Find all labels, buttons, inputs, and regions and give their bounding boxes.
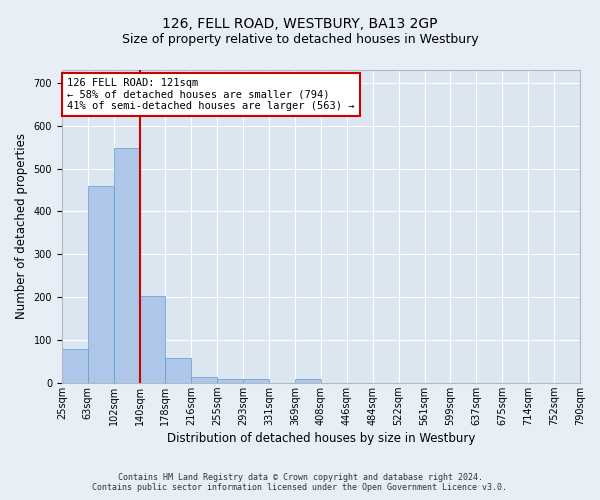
Bar	[62, 350, 88, 383]
Bar	[113, 148, 140, 383]
X-axis label: Distribution of detached houses by size in Westbury: Distribution of detached houses by size …	[167, 432, 475, 445]
Bar	[191, 377, 217, 383]
Text: Contains HM Land Registry data © Crown copyright and database right 2024.
Contai: Contains HM Land Registry data © Crown c…	[92, 473, 508, 492]
Bar	[295, 380, 321, 383]
Text: 126 FELL ROAD: 121sqm
← 58% of detached houses are smaller (794)
41% of semi-det: 126 FELL ROAD: 121sqm ← 58% of detached …	[67, 78, 355, 111]
Text: Size of property relative to detached houses in Westbury: Size of property relative to detached ho…	[122, 32, 478, 46]
Y-axis label: Number of detached properties: Number of detached properties	[15, 134, 28, 320]
Bar	[140, 296, 166, 383]
Text: 126, FELL ROAD, WESTBURY, BA13 2GP: 126, FELL ROAD, WESTBURY, BA13 2GP	[162, 18, 438, 32]
Bar	[217, 379, 243, 383]
Bar	[166, 358, 191, 383]
Bar	[243, 379, 269, 383]
Bar	[88, 186, 113, 383]
